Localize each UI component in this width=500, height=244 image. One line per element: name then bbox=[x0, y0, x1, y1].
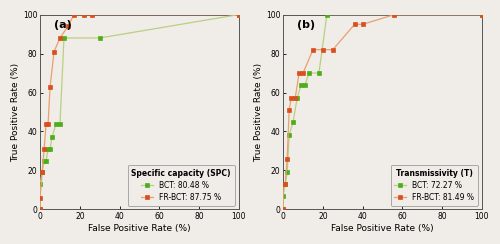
BCT: 80.48 %: (0, 0): 80.48 %: (0, 0) bbox=[37, 208, 43, 211]
BCT: 80.48 %: (100, 100): 80.48 %: (100, 100) bbox=[236, 13, 242, 16]
FR-BCT: 81.49 %: (40, 95): 81.49 %: (40, 95) bbox=[360, 23, 366, 26]
BCT: 72.27 %: (18, 70): 72.27 %: (18, 70) bbox=[316, 71, 322, 74]
FR-BCT: 87.75 %: (14, 94): 87.75 %: (14, 94) bbox=[65, 25, 71, 28]
Y-axis label: True Positive Rate (%): True Positive Rate (%) bbox=[11, 62, 20, 162]
BCT: 72.27 %: (0, 7): 72.27 %: (0, 7) bbox=[280, 194, 286, 197]
BCT: 80.48 %: (4, 31): 80.48 %: (4, 31) bbox=[45, 148, 51, 151]
BCT: 80.48 %: (0, 13): 80.48 %: (0, 13) bbox=[37, 183, 43, 185]
FR-BCT: 87.75 %: (0, 0): 87.75 %: (0, 0) bbox=[37, 208, 43, 211]
FR-BCT: 87.75 %: (26, 100): 87.75 %: (26, 100) bbox=[89, 13, 95, 16]
BCT: 72.27 %: (22, 100): 72.27 %: (22, 100) bbox=[324, 13, 330, 16]
BCT: 72.27 %: (9, 64): 72.27 %: (9, 64) bbox=[298, 83, 304, 86]
BCT: 72.27 %: (7, 57): 72.27 %: (7, 57) bbox=[294, 97, 300, 100]
FR-BCT: 87.75 %: (7, 81): 87.75 %: (7, 81) bbox=[51, 50, 57, 53]
BCT: 80.48 %: (5, 31): 80.48 %: (5, 31) bbox=[47, 148, 53, 151]
FR-BCT: 87.75 %: (17, 100): 87.75 %: (17, 100) bbox=[71, 13, 77, 16]
BCT: 72.27 %: (5, 45): 72.27 %: (5, 45) bbox=[290, 120, 296, 123]
FR-BCT: 87.75 %: (100, 100): 87.75 %: (100, 100) bbox=[236, 13, 242, 16]
BCT: 72.27 %: (0, 0): 72.27 %: (0, 0) bbox=[280, 208, 286, 211]
BCT: 72.27 %: (2, 19): 72.27 %: (2, 19) bbox=[284, 171, 290, 174]
FR-BCT: 81.49 %: (0, 0): 81.49 %: (0, 0) bbox=[280, 208, 286, 211]
FR-BCT: 81.49 %: (10, 70): 81.49 %: (10, 70) bbox=[300, 71, 306, 74]
BCT: 80.48 %: (8, 44): 80.48 %: (8, 44) bbox=[53, 122, 59, 125]
BCT: 80.48 %: (10, 44): 80.48 %: (10, 44) bbox=[57, 122, 63, 125]
FR-BCT: 81.49 %: (15, 82): 81.49 %: (15, 82) bbox=[310, 48, 316, 51]
FR-BCT: 87.75 %: (4, 44): 87.75 %: (4, 44) bbox=[45, 122, 51, 125]
BCT: 72.27 %: (100, 100): 72.27 %: (100, 100) bbox=[478, 13, 484, 16]
BCT: 72.27 %: (3, 38): 72.27 %: (3, 38) bbox=[286, 134, 292, 137]
FR-BCT: 81.49 %: (100, 100): 81.49 %: (100, 100) bbox=[478, 13, 484, 16]
X-axis label: False Positive Rate (%): False Positive Rate (%) bbox=[88, 224, 190, 233]
BCT: 72.27 %: (13, 70): 72.27 %: (13, 70) bbox=[306, 71, 312, 74]
FR-BCT: 81.49 %: (25, 82): 81.49 %: (25, 82) bbox=[330, 48, 336, 51]
FR-BCT: 87.75 %: (5, 63): 87.75 %: (5, 63) bbox=[47, 85, 53, 88]
FR-BCT: 81.49 %: (56, 100): 81.49 %: (56, 100) bbox=[392, 13, 398, 16]
FR-BCT: 81.49 %: (1, 13): 81.49 %: (1, 13) bbox=[282, 183, 288, 185]
Line: BCT: 72.27 %: BCT: 72.27 % bbox=[282, 13, 484, 211]
BCT: 80.48 %: (6, 37): 80.48 %: (6, 37) bbox=[49, 136, 55, 139]
BCT: 80.48 %: (3, 25): 80.48 %: (3, 25) bbox=[43, 159, 49, 162]
FR-BCT: 81.49 %: (3, 51): 81.49 %: (3, 51) bbox=[286, 109, 292, 112]
Text: (b): (b) bbox=[297, 20, 315, 30]
Legend: BCT: 72.27 %, FR-BCT: 81.49 %: BCT: 72.27 %, FR-BCT: 81.49 % bbox=[390, 165, 478, 205]
Line: BCT: 80.48 %: BCT: 80.48 % bbox=[38, 13, 240, 211]
FR-BCT: 81.49 %: (6, 57): 81.49 %: (6, 57) bbox=[292, 97, 298, 100]
Text: (a): (a) bbox=[54, 20, 72, 30]
Line: FR-BCT: 87.75 %: FR-BCT: 87.75 % bbox=[38, 13, 240, 211]
FR-BCT: 81.49 %: (36, 95): 81.49 %: (36, 95) bbox=[352, 23, 358, 26]
BCT: 80.48 %: (1, 19): 80.48 %: (1, 19) bbox=[39, 171, 45, 174]
BCT: 72.27 %: (11, 64): 72.27 %: (11, 64) bbox=[302, 83, 308, 86]
FR-BCT: 81.49 %: (20, 82): 81.49 %: (20, 82) bbox=[320, 48, 326, 51]
FR-BCT: 87.75 %: (0, 6): 87.75 %: (0, 6) bbox=[37, 196, 43, 199]
X-axis label: False Positive Rate (%): False Positive Rate (%) bbox=[331, 224, 434, 233]
FR-BCT: 87.75 %: (10, 88): 87.75 %: (10, 88) bbox=[57, 37, 63, 40]
FR-BCT: 81.49 %: (2, 26): 81.49 %: (2, 26) bbox=[284, 157, 290, 160]
Line: FR-BCT: 81.49 %: FR-BCT: 81.49 % bbox=[282, 13, 484, 211]
BCT: 72.27 %: (1, 13): 72.27 %: (1, 13) bbox=[282, 183, 288, 185]
Y-axis label: True Positive Rate (%): True Positive Rate (%) bbox=[254, 62, 263, 162]
FR-BCT: 87.75 %: (2, 31): 87.75 %: (2, 31) bbox=[41, 148, 47, 151]
FR-BCT: 87.75 %: (3, 44): 87.75 %: (3, 44) bbox=[43, 122, 49, 125]
BCT: 80.48 %: (12, 88): 80.48 %: (12, 88) bbox=[61, 37, 67, 40]
Legend: BCT: 80.48 %, FR-BCT: 87.75 %: BCT: 80.48 %, FR-BCT: 87.75 % bbox=[128, 165, 235, 205]
FR-BCT: 81.49 %: (4, 57): 81.49 %: (4, 57) bbox=[288, 97, 294, 100]
FR-BCT: 81.49 %: (8, 70): 81.49 %: (8, 70) bbox=[296, 71, 302, 74]
FR-BCT: 87.75 %: (1, 19): 87.75 %: (1, 19) bbox=[39, 171, 45, 174]
BCT: 80.48 %: (2, 25): 80.48 %: (2, 25) bbox=[41, 159, 47, 162]
FR-BCT: 81.49 %: (0, 13): 81.49 %: (0, 13) bbox=[280, 183, 286, 185]
BCT: 80.48 %: (30, 88): 80.48 %: (30, 88) bbox=[96, 37, 102, 40]
FR-BCT: 87.75 %: (22, 100): 87.75 %: (22, 100) bbox=[81, 13, 87, 16]
